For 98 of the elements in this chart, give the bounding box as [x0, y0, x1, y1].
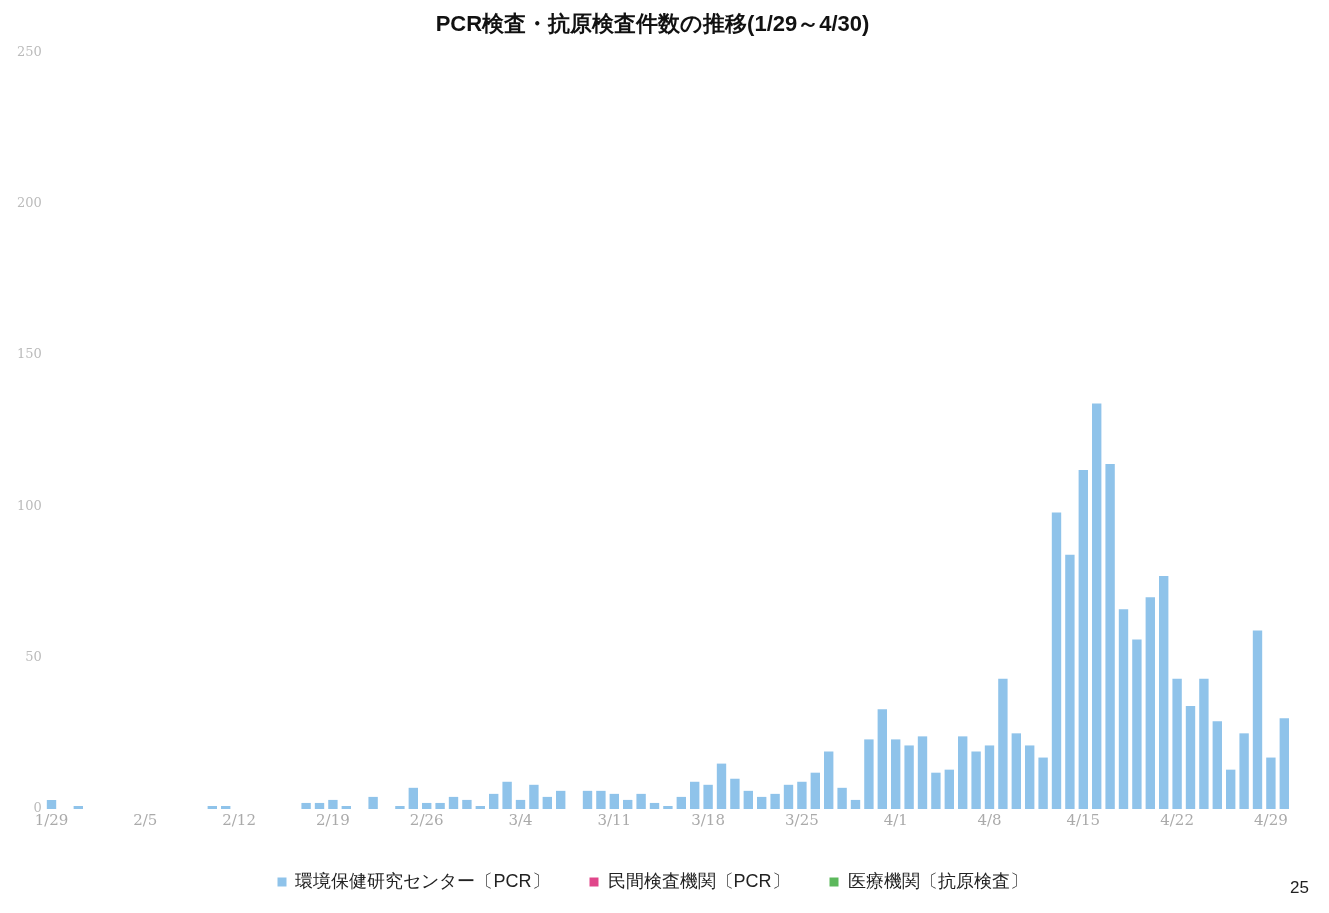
- bar: [435, 802, 445, 809]
- bar: [944, 769, 954, 809]
- bar: [864, 739, 874, 809]
- text: 25: [1290, 878, 1309, 898]
- bar: [1239, 733, 1249, 809]
- bar: [448, 796, 459, 809]
- x-tick-label: 4/29: [1254, 810, 1288, 829]
- bar: [676, 796, 686, 809]
- y-tick-label: 50: [25, 649, 42, 665]
- bar: [1051, 512, 1062, 809]
- bar: [850, 799, 861, 809]
- x-tick-label: 3/18: [691, 810, 725, 829]
- bar: [917, 736, 928, 809]
- bar: [810, 772, 820, 809]
- bar: [730, 778, 740, 809]
- bar: [408, 787, 418, 809]
- bar: [1092, 403, 1102, 809]
- bar: [529, 784, 539, 809]
- bar: [1145, 597, 1155, 809]
- bar: [314, 802, 325, 809]
- bar: [1279, 718, 1289, 809]
- bar: [998, 678, 1008, 809]
- bar: [395, 805, 405, 809]
- bar: [368, 796, 378, 809]
- bar: [1132, 639, 1142, 809]
- y-tick-label: 250: [16, 43, 42, 59]
- bar: [824, 751, 834, 809]
- bar: [1252, 630, 1263, 809]
- bar: [663, 805, 673, 809]
- legend-label: 環境保健研究センター〔PCR〕: [295, 870, 550, 891]
- bar: [716, 763, 727, 809]
- bar: [1011, 733, 1021, 809]
- x-tick-label: 2/12: [222, 810, 256, 829]
- legend-label: 民間検査機関〔PCR〕: [607, 870, 790, 891]
- x-tick-label: 4/22: [1160, 810, 1194, 829]
- bar: [1105, 463, 1115, 809]
- bar: [328, 799, 338, 809]
- bar: [1159, 575, 1169, 809]
- bar: [623, 799, 633, 809]
- bar: [515, 799, 526, 809]
- bar: [422, 802, 432, 809]
- bar: [341, 805, 351, 809]
- bar: [931, 772, 941, 809]
- x-tick-label: 2/26: [409, 810, 444, 829]
- bar: [1038, 757, 1048, 809]
- bar: [783, 784, 794, 809]
- bar: [502, 781, 512, 809]
- x-tick-label: 2/5: [133, 810, 158, 829]
- bar: [221, 805, 231, 809]
- bar: [207, 805, 217, 809]
- legend-label: 医療機関〔抗原検査〕: [847, 870, 1028, 891]
- bar: [690, 781, 700, 809]
- bar: [542, 796, 552, 809]
- bar: [1226, 769, 1236, 809]
- x-tick-label: 4/15: [1066, 810, 1101, 829]
- bar: [757, 796, 767, 809]
- x-tick-label: 2/19: [316, 810, 350, 829]
- y-tick-label: 100: [16, 497, 42, 513]
- bar: [462, 799, 472, 809]
- x-tick-label: 4/8: [977, 810, 1002, 829]
- bar: [582, 790, 593, 809]
- bar: [971, 751, 981, 809]
- bar: [1118, 609, 1129, 809]
- bar: [1078, 470, 1088, 809]
- chart-title: PCR検査・抗原検査件数の推移(1/29～4/30): [435, 11, 870, 37]
- bar: [73, 805, 83, 809]
- x-tick-label: 4/1: [883, 810, 908, 829]
- bar: [1185, 706, 1196, 809]
- y-tick-label: 150: [16, 346, 42, 362]
- bar: [797, 781, 807, 809]
- x-tick-label: 3/25: [785, 810, 819, 829]
- bar: [1212, 721, 1222, 809]
- bar: [46, 799, 57, 809]
- bar: [1172, 678, 1182, 809]
- bar: [877, 709, 887, 809]
- bar: [489, 793, 499, 809]
- bar: [1025, 745, 1035, 809]
- bar: [984, 745, 995, 809]
- bar: [703, 784, 713, 809]
- bar: [770, 793, 780, 809]
- bar: [556, 790, 566, 809]
- bar: [1266, 757, 1276, 809]
- bar: [636, 793, 646, 809]
- bar: [837, 787, 847, 809]
- bar: [609, 793, 619, 809]
- bar: [649, 802, 660, 809]
- bar: [904, 745, 914, 809]
- bar: [1065, 554, 1075, 809]
- bar: [1199, 678, 1209, 809]
- x-tick-label: 3/11: [597, 810, 632, 829]
- bar: [301, 802, 311, 809]
- y-tick-label: 200: [16, 195, 42, 211]
- bar: [891, 739, 901, 809]
- x-tick-label: 3/4: [508, 810, 533, 829]
- bar: [475, 805, 485, 809]
- bar: [743, 790, 753, 809]
- bar: [958, 736, 968, 809]
- bar: [596, 790, 606, 809]
